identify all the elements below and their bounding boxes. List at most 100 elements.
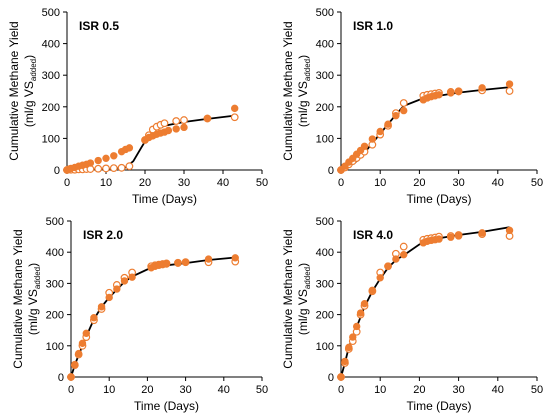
open-data-point [172, 117, 181, 125]
filled-data-point [172, 125, 180, 133]
open-data-point [109, 164, 118, 173]
chart-panel-3: 0 100 200 300 400 500 0 10 20 30 40 50 Time (Days) Cu… [11, 216, 268, 413]
filled-data-point [102, 154, 110, 163]
y-tick-label: 400 [316, 39, 334, 51]
panel-title: ISR 2.0 [83, 228, 123, 242]
x-axis-label: Time (Days) [134, 399, 199, 413]
filled-data-point [97, 303, 106, 311]
filled-data-point [478, 229, 486, 237]
x-axis-label: Time (Days) [407, 192, 472, 206]
filled-data-point [231, 254, 239, 262]
filled-data-point [94, 156, 102, 165]
x-axis-label: Time (Days) [132, 192, 197, 206]
open-data-point [505, 87, 514, 95]
filled-data-point [400, 106, 408, 115]
x-tick-label: 40 [492, 177, 504, 189]
x-tick-label: 40 [492, 384, 504, 396]
y-axis-unit-label: (ml/g VSadded) [296, 263, 312, 335]
x-tick-label: 20 [139, 177, 151, 189]
y-axis-label: Cumulative Methane Yield [281, 21, 295, 160]
filled-data-point [384, 120, 392, 128]
open-data-point [102, 164, 110, 173]
y-tick-label: 400 [42, 39, 60, 51]
chart-panel-4: 0 100 200 300 400 500 0 10 20 30 40 50 Time (Days) Cu… [281, 216, 543, 413]
filled-data-point [110, 152, 118, 160]
x-tick-label: 0 [338, 177, 344, 189]
y-tick-label: 0 [58, 372, 64, 384]
x-tick-label: 30 [178, 177, 190, 189]
open-data-point [94, 164, 103, 173]
x-tick-label: 10 [374, 384, 386, 396]
filled-data-point [90, 314, 98, 322]
filled-data-point [174, 259, 182, 267]
x-tick-label: 50 [256, 384, 268, 396]
y-axis-label: Cumulative Methane Yield [281, 229, 295, 368]
filled-data-point [164, 126, 173, 135]
filled-data-point [71, 360, 79, 369]
y-tick-label: 0 [54, 165, 60, 177]
filled-data-point [105, 293, 113, 302]
filled-data-point [505, 80, 514, 88]
y-tick-label: 500 [316, 216, 334, 228]
open-data-point [160, 119, 169, 128]
filled-data-point [82, 329, 90, 338]
y-tick-label: 200 [42, 102, 60, 114]
filled-data-point [435, 91, 443, 99]
x-tick-label: 0 [64, 177, 70, 189]
panel-title: ISR 1.0 [353, 19, 393, 33]
x-tick-label: 0 [338, 384, 344, 396]
panel-title: ISR 0.5 [79, 19, 119, 33]
filled-data-point [78, 339, 87, 348]
filled-data-point [360, 142, 369, 150]
filled-data-point [203, 114, 212, 123]
y-tick-label: 0 [328, 372, 334, 384]
y-tick-label: 500 [42, 7, 60, 19]
filled-data-point [454, 87, 463, 96]
x-axis-label: Time (Days) [407, 399, 472, 413]
x-tick-label: 50 [531, 177, 543, 189]
filled-data-point [384, 262, 392, 270]
y-tick-label: 500 [316, 7, 334, 19]
y-axis-unit-label: (ml/g VSadded) [22, 55, 38, 127]
filled-data-point [447, 233, 455, 241]
open-data-point [230, 113, 239, 122]
x-tick-label: 30 [452, 384, 464, 396]
chart-panel-1: 0 100 200 300 400 500 0 10 20 30 40 50 Time (Days) Cu… [7, 7, 268, 206]
y-tick-label: 300 [316, 70, 334, 82]
x-tick-label: 50 [256, 177, 268, 189]
y-tick-label: 300 [46, 278, 64, 290]
y-tick-label: 100 [316, 133, 334, 145]
open-data-point [399, 99, 408, 107]
y-tick-label: 200 [316, 310, 334, 322]
x-tick-label: 20 [141, 384, 153, 396]
filled-data-point [162, 260, 171, 268]
y-axis-label: Cumulative Methane Yield [11, 229, 25, 368]
filled-data-point [447, 89, 455, 97]
y-tick-label: 300 [42, 70, 60, 82]
y-tick-label: 300 [316, 278, 334, 290]
filled-data-point [454, 232, 463, 240]
filled-data-point [360, 299, 369, 308]
x-tick-label: 20 [413, 384, 425, 396]
filled-data-point [392, 111, 400, 120]
y-tick-label: 400 [316, 247, 334, 259]
filled-data-point [337, 373, 345, 381]
open-data-point [399, 242, 408, 251]
y-tick-label: 100 [46, 341, 64, 353]
filled-data-point [120, 277, 129, 285]
filled-data-point [356, 309, 365, 317]
y-axis-unit-label: (ml/g VSadded) [296, 55, 312, 127]
filled-data-point [392, 255, 400, 263]
y-tick-label: 100 [316, 341, 334, 353]
filled-data-point [113, 285, 121, 293]
x-tick-label: 20 [413, 177, 425, 189]
filled-data-point [341, 357, 349, 366]
filled-data-point [125, 144, 134, 152]
chart-panel-2: 0 100 200 300 400 500 0 10 20 30 40 50 Time (Days) Cu… [281, 7, 543, 206]
y-axis-label: Cumulative Methane Yield [7, 21, 21, 160]
filled-data-point [352, 322, 361, 331]
x-tick-label: 30 [452, 177, 464, 189]
filled-data-point [505, 226, 514, 235]
filled-data-point [181, 258, 190, 266]
